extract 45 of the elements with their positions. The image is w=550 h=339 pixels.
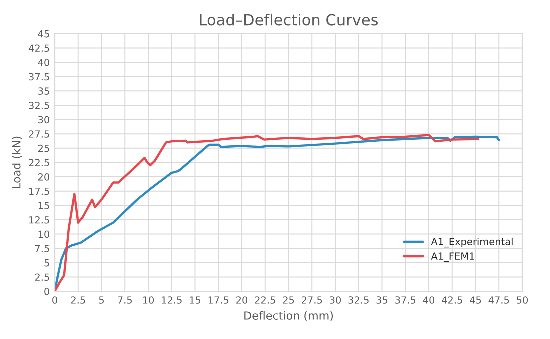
y-tick-label: 0 (44, 288, 50, 296)
y-tick-label: 7.5 (35, 245, 50, 252)
x-tick-label: 12.5 (162, 296, 182, 304)
y-tick-label: 37.5 (29, 73, 50, 81)
y-tick-label: 42.5 (28, 44, 50, 52)
y-tick-label: 10 (38, 230, 50, 238)
chart-title: Load–Deflection Curves (200, 14, 378, 26)
y-tick-label: 22.5 (29, 159, 50, 167)
y-tick-label: 40 (38, 59, 50, 66)
x-tick-label: 27.5 (302, 296, 322, 304)
x-tick-label: 25 (283, 296, 294, 304)
x-tick-label: 22.5 (255, 296, 276, 304)
x-tick-label: 35 (376, 296, 388, 304)
y-tick-label: 30 (38, 116, 50, 124)
y-tick-label: 27.5 (29, 130, 50, 138)
x-tick-label: 40 (423, 296, 435, 304)
y-tick-label: 35 (38, 88, 50, 95)
x-tick-label: 42.5 (442, 296, 462, 304)
y-tick-label: 20 (38, 174, 50, 181)
x-axis-title: Deflection (mm) (244, 311, 334, 322)
y-tick-label: 12.5 (30, 216, 50, 224)
y-tick-label: 2.5 (35, 274, 50, 282)
x-tick-label: 45 (470, 296, 482, 304)
x-tick-label: 15 (190, 296, 201, 304)
x-tick-label: 5 (99, 296, 104, 304)
legend-label: A1_FEM1 (431, 252, 474, 262)
x-tick-label: 2.5 (71, 296, 86, 304)
y-tick-label: 15 (38, 202, 50, 210)
y-tick-label: 17.5 (30, 188, 50, 196)
x-tick-label: 37.5 (396, 296, 416, 304)
x-tick-label: 47.5 (488, 296, 510, 304)
x-tick-label: 30 (330, 296, 342, 304)
x-tick-label: 7.5 (118, 296, 132, 304)
x-tick-label: 32.5 (348, 296, 369, 304)
x-tick-label: 50 (517, 296, 528, 304)
y-tick-label: 5 (44, 260, 50, 267)
x-tick-label: 0 (52, 296, 58, 304)
x-tick-label: 20 (236, 296, 248, 304)
legend-label: A1_Experimental (431, 238, 513, 248)
y-tick-label: 32.5 (29, 102, 50, 110)
y-axis-title: Load (kN) (12, 136, 22, 188)
x-tick-label: 17.5 (208, 296, 229, 304)
x-tick-label: 10 (143, 296, 154, 304)
y-tick-label: 25 (38, 144, 50, 152)
y-tick-label: 45 (38, 30, 50, 38)
